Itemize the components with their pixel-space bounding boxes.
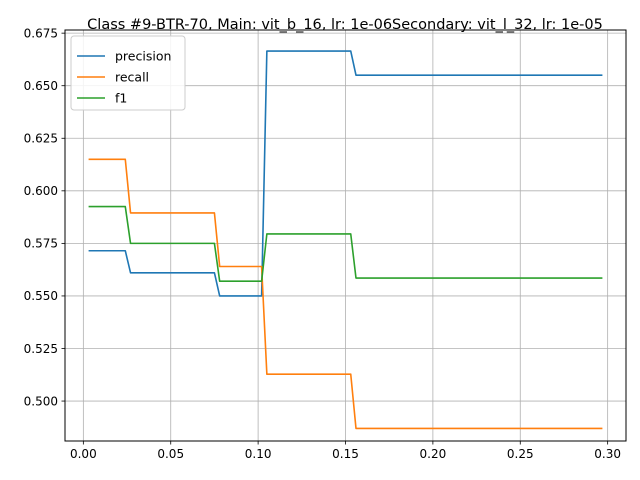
y-tick-label: 0.625	[24, 132, 58, 146]
x-tick-label: 0.05	[157, 447, 184, 461]
y-axis: 0.500 0.525 0.550 0.575 0.600 0.625 0.650 0.675	[24, 26, 65, 408]
legend-label-f1: f1	[115, 91, 127, 106]
series-line-f1	[88, 205, 603, 283]
series-line-precision	[88, 50, 603, 297]
legend-label-recall: recall	[115, 70, 149, 85]
legend-box	[70, 35, 186, 111]
y-tick-label: 0.500	[24, 394, 58, 408]
y-tick-label: 0.525	[24, 342, 58, 356]
series-lines	[88, 50, 603, 430]
series-line-recall	[88, 158, 603, 430]
legend-label-precision: precision	[115, 49, 171, 64]
x-tick-label: 0.25	[507, 447, 534, 461]
y-tick-label: 0.675	[24, 26, 58, 40]
y-tick-label: 0.550	[24, 289, 58, 303]
y-tick-label: 0.600	[24, 184, 58, 198]
x-tick-label: 0.00	[70, 447, 97, 461]
chart-title: Class #9-BTR-70, Main: vit_b_16, lr: 1e-…	[87, 17, 603, 33]
grid	[65, 30, 626, 441]
x-axis: 0.00 0.05 0.10 0.15 0.20 0.25 0.30	[70, 441, 621, 461]
x-tick-label: 0.15	[332, 447, 359, 461]
x-tick-label: 0.10	[245, 447, 272, 461]
legend: precision recall f1	[70, 35, 186, 111]
y-tick-label: 0.575	[24, 237, 58, 251]
x-tick-label: 0.20	[420, 447, 447, 461]
y-tick-label: 0.650	[24, 79, 58, 93]
x-tick-label: 0.30	[594, 447, 621, 461]
